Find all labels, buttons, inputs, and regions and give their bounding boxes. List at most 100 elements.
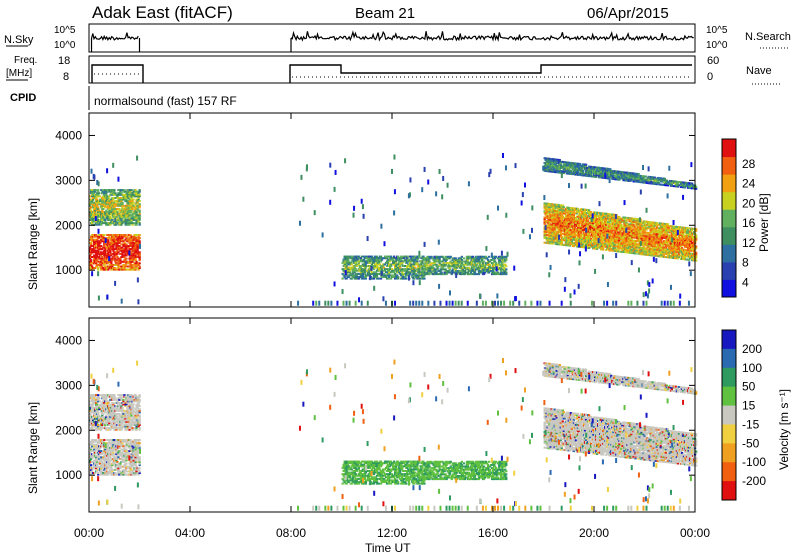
power-echo-cell — [341, 277, 344, 280]
power-echo-cell — [393, 257, 396, 260]
power-echo-cell — [118, 203, 121, 206]
power-echo-cell — [122, 212, 125, 215]
power-echo-cell — [459, 260, 462, 263]
power-echo-cell — [98, 203, 101, 206]
power-echo-cell — [544, 235, 547, 238]
power-echo-cell — [102, 198, 105, 201]
power-echo-cell — [630, 226, 633, 229]
power-echo-cell — [91, 265, 94, 268]
power-echo-cell — [457, 258, 460, 261]
power-echo-cell — [100, 254, 103, 257]
power-echo-cell — [586, 220, 590, 223]
power-echo-cell — [414, 255, 417, 258]
power-echo-cell — [557, 241, 560, 244]
power-echo-cell — [586, 231, 590, 234]
power-echo-cell — [123, 235, 126, 238]
power-echo-cell — [118, 212, 121, 215]
power-echo-cell — [545, 205, 548, 208]
power-echo-cell — [114, 211, 117, 214]
power-echo-cell — [603, 231, 606, 234]
power-echo-cell — [469, 268, 473, 271]
power-echo-cell — [624, 224, 627, 227]
power-echo-cell — [121, 204, 124, 207]
power-echo-cell — [548, 206, 551, 209]
power-echo-cell — [559, 216, 562, 219]
power-echo-cell — [495, 273, 498, 276]
power-echo-cell — [596, 236, 599, 239]
power-echo-cell — [460, 269, 463, 272]
power-echo-cell — [138, 251, 141, 254]
power-echo-cell — [550, 218, 553, 221]
power-echo-cell — [105, 192, 108, 195]
power-echo-cell — [551, 203, 554, 206]
power-echo-cell — [574, 239, 578, 242]
power-echo-cell — [587, 210, 591, 213]
power-echo-cell — [556, 243, 559, 246]
power-echo-cell — [617, 231, 620, 234]
power-echo-cell — [575, 212, 579, 215]
power-echo-cell — [397, 276, 400, 279]
power-echo-cell — [98, 215, 101, 218]
power-echo-cell — [405, 277, 408, 280]
power-echo-cell — [636, 236, 639, 239]
power-echo-cell — [473, 271, 477, 274]
power-echo-cell — [421, 261, 424, 264]
power-echo-cell — [436, 255, 439, 258]
power-echo-cell — [363, 272, 367, 275]
power-echo-cell — [502, 268, 505, 271]
power-echo-cell — [124, 252, 127, 255]
power-echo-cell — [604, 215, 607, 218]
power-echo-cell — [627, 250, 630, 253]
power-echo-cell — [405, 272, 408, 275]
power-echo-cell — [608, 243, 611, 246]
power-echo-cell — [610, 249, 613, 252]
power-echo-cell — [586, 218, 590, 221]
power-echo-cell — [103, 246, 106, 249]
power-echo-cell — [375, 258, 379, 261]
power-echo-cell — [409, 271, 412, 274]
power-echo-cell — [549, 240, 552, 243]
power-echo-cell — [420, 263, 423, 266]
power-echo-cell — [432, 266, 435, 269]
power-echo-cell — [462, 265, 465, 268]
power-echo-cell — [131, 267, 134, 270]
power-echo-cell — [107, 238, 110, 241]
power-echo-cell — [428, 260, 431, 263]
power-echo-cell — [556, 238, 559, 241]
power-echo-cell — [553, 228, 556, 231]
power-echo-cell — [345, 255, 348, 258]
power-echo-cell — [414, 266, 417, 269]
power-echo-cell — [638, 243, 641, 246]
power-echo-cell — [430, 262, 433, 265]
power-echo-cell — [372, 271, 376, 274]
power-echo-cell — [130, 198, 133, 201]
power-echo-cell — [426, 255, 429, 258]
power-echo-cell — [488, 260, 492, 263]
power-echo-cell — [449, 262, 452, 265]
power-echo-cell — [138, 195, 141, 198]
power-echo-cell — [123, 254, 126, 257]
power-echo-cell — [564, 208, 568, 211]
power-echo-cell — [100, 263, 103, 266]
power-echo-cell — [614, 250, 617, 253]
power-echo-cell — [406, 261, 409, 264]
power-echo-cell — [582, 244, 586, 247]
power-echo-cell — [125, 237, 128, 240]
power-echo-cell — [439, 268, 442, 271]
power-echo-cell — [497, 266, 500, 269]
power-echo-cell — [89, 203, 92, 206]
power-echo-cell — [605, 223, 608, 226]
power-echo-cell — [116, 252, 119, 255]
power-echo-cell — [375, 269, 379, 272]
power-echo-cell — [348, 266, 351, 269]
power-echo-cell — [465, 268, 469, 271]
power-echo-cell — [127, 215, 130, 218]
power-echo-cell — [91, 192, 94, 195]
power-echo-cell — [543, 241, 546, 244]
power-echo-cell — [573, 232, 577, 235]
power-echo-cell — [568, 222, 572, 225]
power-echo-cell — [581, 221, 585, 224]
power-echo-cell — [92, 238, 95, 241]
power-echo-cell — [129, 234, 132, 237]
nsky-trace — [90, 30, 694, 52]
